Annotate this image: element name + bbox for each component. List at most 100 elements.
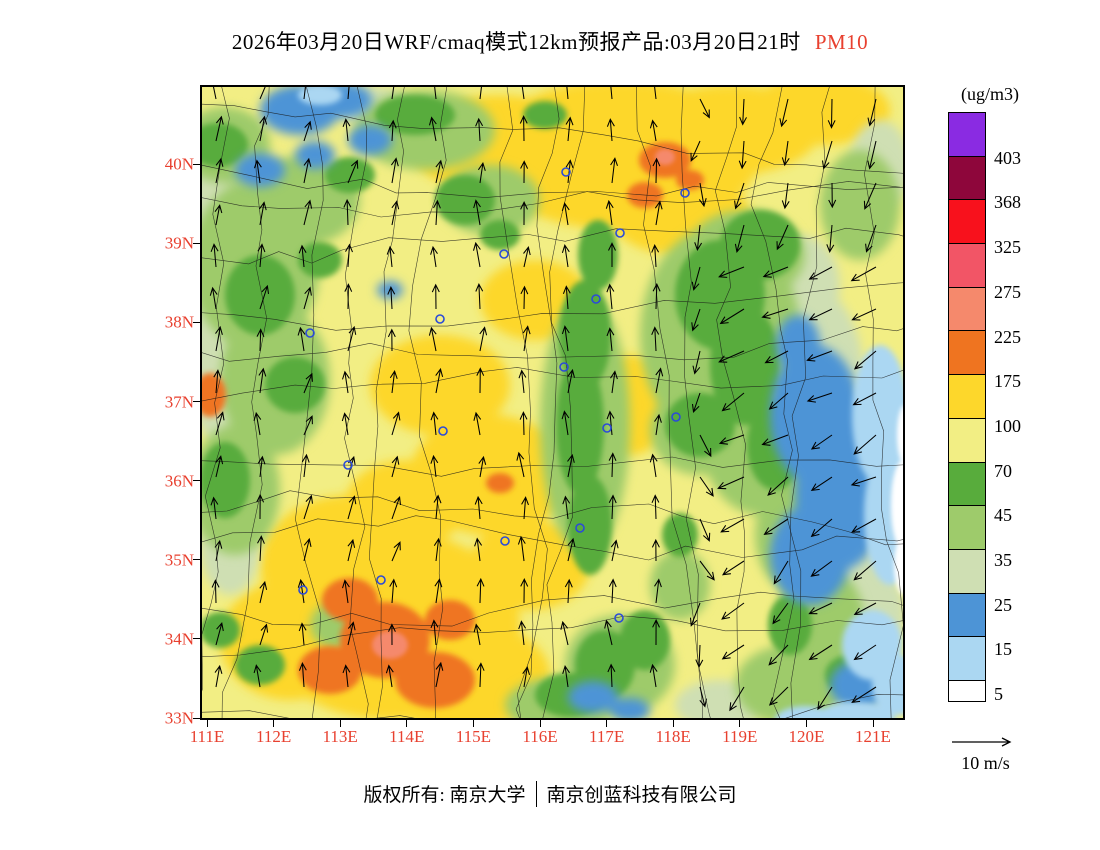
city-marker bbox=[438, 426, 448, 436]
footer-divider bbox=[535, 780, 537, 807]
title-text: 2026年03月20日WRF/cmaq模式12km预报产品:03月20日21时 bbox=[231, 30, 801, 54]
axis-tick bbox=[872, 720, 874, 727]
lon-label: 114E bbox=[389, 727, 425, 746]
legend-label: 325 bbox=[994, 237, 1021, 258]
axis-tick bbox=[539, 720, 541, 727]
legend-label: 15 bbox=[994, 639, 1012, 660]
lat-label: 36N bbox=[164, 471, 194, 491]
legend-label: 45 bbox=[994, 505, 1012, 526]
city-marker bbox=[435, 314, 445, 324]
lon-label: 118E bbox=[655, 727, 691, 746]
legend-color-box bbox=[948, 461, 986, 507]
legend-color-box bbox=[948, 286, 986, 332]
axis-tick bbox=[672, 720, 674, 727]
lat-label: 39N bbox=[164, 233, 194, 253]
legend-label: 35 bbox=[994, 550, 1012, 570]
wind-scale-arrow-icon bbox=[952, 737, 1012, 747]
legend-color-box bbox=[948, 243, 986, 288]
lat-label: 34N bbox=[164, 629, 194, 649]
legend-color-box bbox=[948, 155, 986, 201]
city-marker bbox=[575, 523, 585, 533]
lat-label: 37N bbox=[164, 392, 194, 412]
axis-tick bbox=[193, 638, 200, 640]
lon-label: 119E bbox=[722, 727, 758, 746]
legend-color-box bbox=[948, 505, 986, 550]
axis-tick bbox=[193, 401, 200, 403]
axis-tick bbox=[739, 720, 741, 727]
legend-color-box bbox=[948, 330, 986, 376]
axis-tick bbox=[193, 242, 200, 244]
city-marker bbox=[615, 228, 625, 238]
lon-label: 117E bbox=[588, 727, 625, 746]
axis-tick bbox=[193, 163, 200, 165]
county-boundaries bbox=[200, 85, 905, 720]
lon-label: 115E bbox=[455, 727, 492, 746]
copyright-text: 版权所有: 南京大学 bbox=[363, 785, 526, 806]
axis-tick bbox=[472, 720, 474, 727]
legend-label: 225 bbox=[994, 326, 1021, 347]
axis-tick bbox=[406, 720, 408, 727]
legend-color-box bbox=[948, 417, 986, 463]
legend-color-box bbox=[948, 548, 986, 594]
city-marker bbox=[602, 423, 612, 433]
forecast-map bbox=[200, 85, 905, 720]
axis-tick bbox=[193, 321, 200, 323]
legend-label: 275 bbox=[994, 281, 1021, 302]
axis-tick bbox=[273, 720, 275, 727]
forecast-map-canvas bbox=[200, 85, 905, 720]
city-markers bbox=[298, 167, 690, 623]
legend-label: 403 bbox=[994, 147, 1021, 168]
city-marker bbox=[561, 167, 571, 177]
lon-label: 113E bbox=[322, 727, 358, 746]
legend-units: (ug/m3) bbox=[961, 84, 1019, 104]
axis-tick bbox=[193, 717, 200, 719]
city-marker bbox=[298, 585, 308, 595]
lat-label: 35N bbox=[164, 550, 194, 570]
city-marker bbox=[500, 536, 510, 546]
city-marker bbox=[305, 328, 315, 338]
legend-color-box bbox=[948, 592, 986, 638]
lon-label: 120E bbox=[788, 727, 825, 746]
legend-color-box bbox=[948, 199, 986, 245]
legend-label: 70 bbox=[994, 460, 1012, 481]
axis-tick bbox=[193, 480, 200, 482]
axis-tick bbox=[339, 720, 341, 727]
lon-label: 116E bbox=[522, 727, 558, 746]
footer: 版权所有: 南京大学 南京创蓝科技有限公司 bbox=[0, 780, 1100, 807]
lat-label: 38N bbox=[164, 312, 194, 332]
lat-label: 33N bbox=[164, 708, 194, 728]
legend-color-box bbox=[948, 679, 986, 702]
lon-label: 112E bbox=[255, 727, 292, 746]
city-marker bbox=[680, 188, 690, 198]
contour-fill-layer bbox=[200, 85, 905, 720]
city-marker bbox=[591, 294, 601, 304]
legend-label: 5 bbox=[994, 684, 1003, 705]
lon-label: 111E bbox=[189, 727, 225, 746]
axis-tick bbox=[606, 720, 608, 727]
legend-label: 100 bbox=[994, 415, 1021, 436]
wind-scale-label: 10 m/s bbox=[961, 753, 1010, 773]
lon-label: 121E bbox=[855, 727, 891, 746]
legend-label: 368 bbox=[994, 192, 1021, 213]
legend-bar bbox=[948, 112, 986, 702]
axis-tick bbox=[193, 559, 200, 561]
city-marker bbox=[559, 362, 569, 372]
pollutant-label: PM10 bbox=[814, 30, 869, 54]
legend-color-box bbox=[948, 636, 986, 681]
lat-label: 40N bbox=[164, 154, 194, 174]
city-marker bbox=[343, 460, 353, 470]
legend-color-box bbox=[948, 112, 986, 157]
company-text: 南京创蓝科技有限公司 bbox=[546, 785, 737, 806]
legend-label: 25 bbox=[994, 594, 1012, 615]
city-marker bbox=[499, 249, 509, 259]
page-title: 2026年03月20日WRF/cmaq模式12km预报产品:03月20日21时 P… bbox=[0, 26, 1100, 56]
city-marker bbox=[614, 613, 624, 623]
legend-label: 175 bbox=[994, 371, 1021, 392]
legend-color-box bbox=[948, 374, 986, 419]
wind-vector-field bbox=[209, 85, 877, 712]
city-marker bbox=[376, 575, 386, 585]
map-frame bbox=[200, 85, 905, 720]
axis-tick bbox=[805, 720, 807, 727]
axis-tick bbox=[206, 720, 208, 727]
city-marker bbox=[671, 412, 681, 422]
